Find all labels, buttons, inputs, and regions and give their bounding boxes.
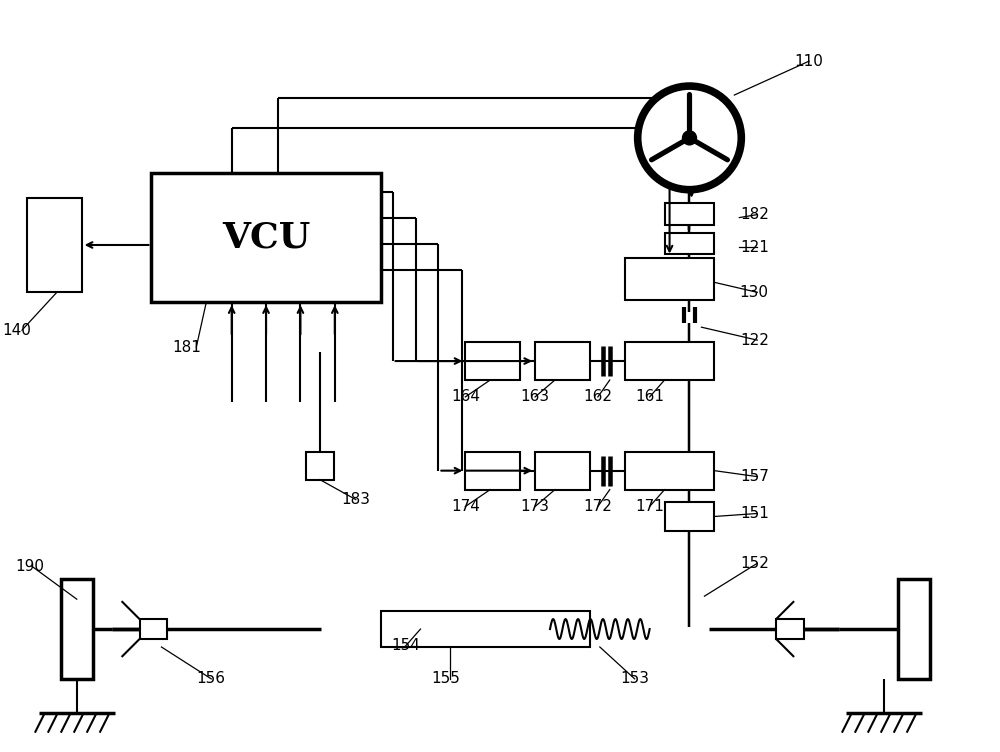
Text: 156: 156 bbox=[197, 672, 226, 687]
FancyBboxPatch shape bbox=[140, 619, 167, 639]
Text: 151: 151 bbox=[740, 506, 769, 521]
FancyBboxPatch shape bbox=[665, 232, 714, 254]
Circle shape bbox=[638, 86, 741, 190]
Text: 121: 121 bbox=[740, 240, 769, 255]
Text: 172: 172 bbox=[583, 499, 612, 514]
Text: 182: 182 bbox=[740, 207, 769, 222]
Text: 162: 162 bbox=[583, 390, 612, 405]
FancyBboxPatch shape bbox=[625, 452, 714, 490]
FancyBboxPatch shape bbox=[151, 173, 381, 302]
FancyBboxPatch shape bbox=[535, 342, 590, 380]
FancyBboxPatch shape bbox=[465, 342, 520, 380]
Text: 152: 152 bbox=[740, 556, 769, 571]
FancyBboxPatch shape bbox=[381, 611, 590, 647]
FancyBboxPatch shape bbox=[898, 579, 930, 679]
FancyBboxPatch shape bbox=[27, 198, 82, 293]
Text: 130: 130 bbox=[740, 285, 769, 300]
Text: 171: 171 bbox=[635, 499, 664, 514]
Text: 140: 140 bbox=[3, 323, 31, 338]
FancyBboxPatch shape bbox=[465, 452, 520, 490]
FancyBboxPatch shape bbox=[625, 259, 714, 300]
FancyBboxPatch shape bbox=[776, 619, 804, 639]
Text: 163: 163 bbox=[521, 390, 550, 405]
FancyBboxPatch shape bbox=[625, 342, 714, 380]
Text: 154: 154 bbox=[391, 638, 420, 653]
Text: 161: 161 bbox=[635, 390, 664, 405]
FancyBboxPatch shape bbox=[535, 452, 590, 490]
FancyBboxPatch shape bbox=[61, 579, 93, 679]
Text: 164: 164 bbox=[451, 390, 480, 405]
Text: 173: 173 bbox=[521, 499, 550, 514]
Text: 153: 153 bbox=[620, 672, 649, 687]
Text: 157: 157 bbox=[740, 469, 769, 484]
FancyBboxPatch shape bbox=[665, 502, 714, 532]
Text: VCU: VCU bbox=[222, 220, 310, 254]
Text: 122: 122 bbox=[740, 332, 769, 347]
Text: 155: 155 bbox=[431, 672, 460, 687]
FancyBboxPatch shape bbox=[306, 452, 334, 480]
FancyBboxPatch shape bbox=[665, 202, 714, 225]
Text: 174: 174 bbox=[451, 499, 480, 514]
Text: 190: 190 bbox=[15, 559, 44, 574]
Text: 110: 110 bbox=[795, 53, 823, 68]
Text: 181: 181 bbox=[172, 340, 201, 355]
Circle shape bbox=[683, 131, 696, 145]
Text: 183: 183 bbox=[341, 492, 370, 507]
